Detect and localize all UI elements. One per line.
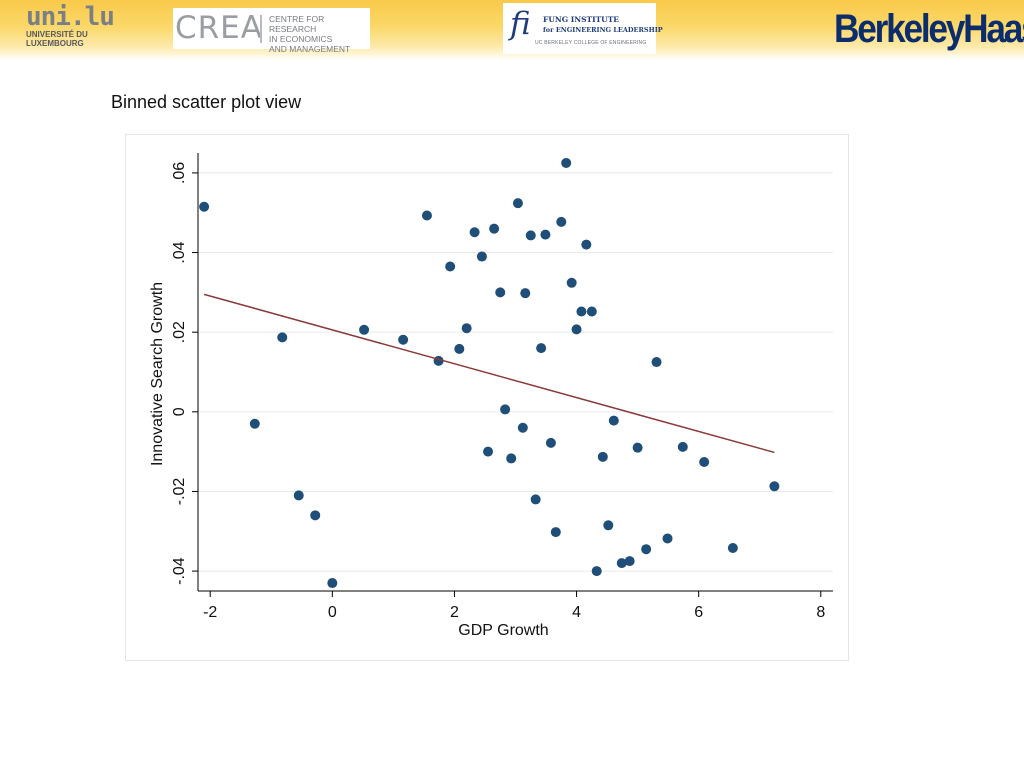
data-point-38 (603, 520, 614, 531)
y-tick-label-0: -.04 (171, 557, 188, 585)
fung-line2: for ENGINEERING LEADERSHIP (543, 26, 663, 34)
x-tick-label-4: 6 (694, 604, 703, 621)
data-point-10 (445, 261, 456, 272)
uni-lu-line1: UNIVERSITÉ DU (26, 30, 88, 39)
y-tick-label-1: -.02 (171, 478, 188, 506)
data-point-5 (327, 578, 338, 589)
crea-wordmark: CREA (175, 10, 263, 46)
data-point-48 (727, 542, 738, 553)
data-point-7 (398, 334, 409, 345)
berkeley-haas-wordmark: BerkeleyHaas (834, 7, 1024, 51)
data-point-40 (616, 558, 627, 569)
slide-title: Binned scatter plot view (111, 92, 302, 112)
uni-lu-mark: uni.lu (26, 2, 115, 32)
fit-line (203, 293, 775, 454)
data-point-24 (530, 494, 541, 505)
x-tick-label-2: 2 (450, 604, 459, 621)
uni-lu-logo: uni.lu UNIVERSITÉ DU LUXEMBOURG (26, 2, 115, 58)
crea-line1: CENTRE FOR RESEARCH (269, 14, 325, 34)
data-point-28 (550, 527, 561, 538)
data-point-0 (199, 201, 210, 212)
data-point-1 (249, 418, 260, 429)
x-axis-title: GDP Growth (458, 622, 548, 639)
y-tick-label-5: .06 (171, 162, 188, 184)
data-point-8 (421, 210, 432, 221)
chart-frame: -.04 -.02 0 .02 .04 .06 -2 0 2 4 6 8 GDP Growth Innov… (125, 134, 849, 661)
data-point-35 (586, 306, 597, 317)
x-tick-label-5: 8 (816, 604, 825, 621)
crea-line2: IN ECONOMICS (269, 34, 333, 44)
y-tick-label-4: .04 (171, 241, 188, 263)
data-point-2 (277, 332, 288, 343)
uni-lu-line2: LUXEMBOURG (26, 39, 84, 48)
data-point-49 (769, 481, 780, 492)
data-point-18 (500, 404, 511, 415)
data-point-26 (540, 229, 551, 240)
data-point-34 (581, 239, 592, 250)
data-point-31 (566, 277, 577, 288)
data-point-4 (310, 510, 321, 521)
data-point-36 (591, 566, 602, 577)
fung-institute-logo: fi FUNG INSTITUTE for ENGINEERING LEADER… (503, 3, 663, 54)
data-point-11 (454, 343, 465, 354)
data-point-39 (608, 415, 619, 426)
data-point-3 (293, 490, 304, 501)
data-point-29 (556, 216, 567, 227)
fung-line1: FUNG INSTITUTE (543, 15, 620, 24)
berkeley-haas-part1: Berkeley (834, 7, 965, 51)
data-point-14 (476, 251, 487, 262)
data-point-32 (571, 324, 582, 335)
data-point-17 (495, 287, 506, 298)
x-tick-label-3: 4 (572, 604, 581, 621)
data-point-46 (677, 441, 688, 452)
y-tick-label-2: 0 (171, 407, 188, 416)
berkeley-haas-part2: Haas (963, 7, 1024, 51)
scatter-chart: -.04 -.02 0 .02 .04 .06 -2 0 2 4 6 8 GDP Growth Innov… (149, 153, 833, 639)
data-point-45 (662, 533, 673, 544)
data-point-12 (461, 323, 472, 334)
y-tick-label-3: .02 (171, 321, 188, 343)
crea-logo: CREA CENTRE FOR RESEARCH IN ECONOMICS AN… (173, 8, 370, 54)
data-point-15 (483, 446, 494, 457)
data-point-25 (536, 343, 547, 354)
data-point-16 (489, 223, 500, 234)
x-tick-label-0: -2 (203, 604, 217, 621)
y-axis-title: Innovative Search Growth (149, 282, 166, 466)
fung-mark: fi (510, 6, 531, 42)
data-point-21 (517, 422, 528, 433)
data-point-13 (469, 227, 480, 238)
crea-line3: AND MANAGEMENT (269, 44, 351, 54)
header-banner: uni.lu UNIVERSITÉ DU LUXEMBOURG CREA CEN… (0, 0, 1024, 60)
crea-subtitle: CENTRE FOR RESEARCH IN ECONOMICS AND MAN… (269, 14, 370, 54)
data-point-42 (632, 442, 643, 453)
data-point-22 (520, 288, 531, 299)
data-point-43 (641, 544, 652, 555)
berkeley-haas-logo: BerkeleyHaas (834, 7, 1024, 51)
data-point-41 (624, 556, 635, 567)
data-point-27 (545, 437, 556, 448)
fung-line3: UC BERKELEY COLLEGE OF ENGINEERING (535, 40, 647, 46)
crea-divider (260, 15, 262, 43)
data-point-30 (561, 157, 572, 168)
data-point-20 (512, 198, 523, 209)
data-point-33 (576, 306, 587, 317)
data-point-6 (359, 324, 370, 335)
data-point-37 (597, 451, 608, 462)
data-point-44 (651, 357, 662, 368)
data-point-19 (506, 453, 517, 464)
x-tick-label-1: 0 (328, 604, 337, 621)
data-point-23 (525, 230, 536, 241)
data-point-47 (699, 456, 710, 467)
